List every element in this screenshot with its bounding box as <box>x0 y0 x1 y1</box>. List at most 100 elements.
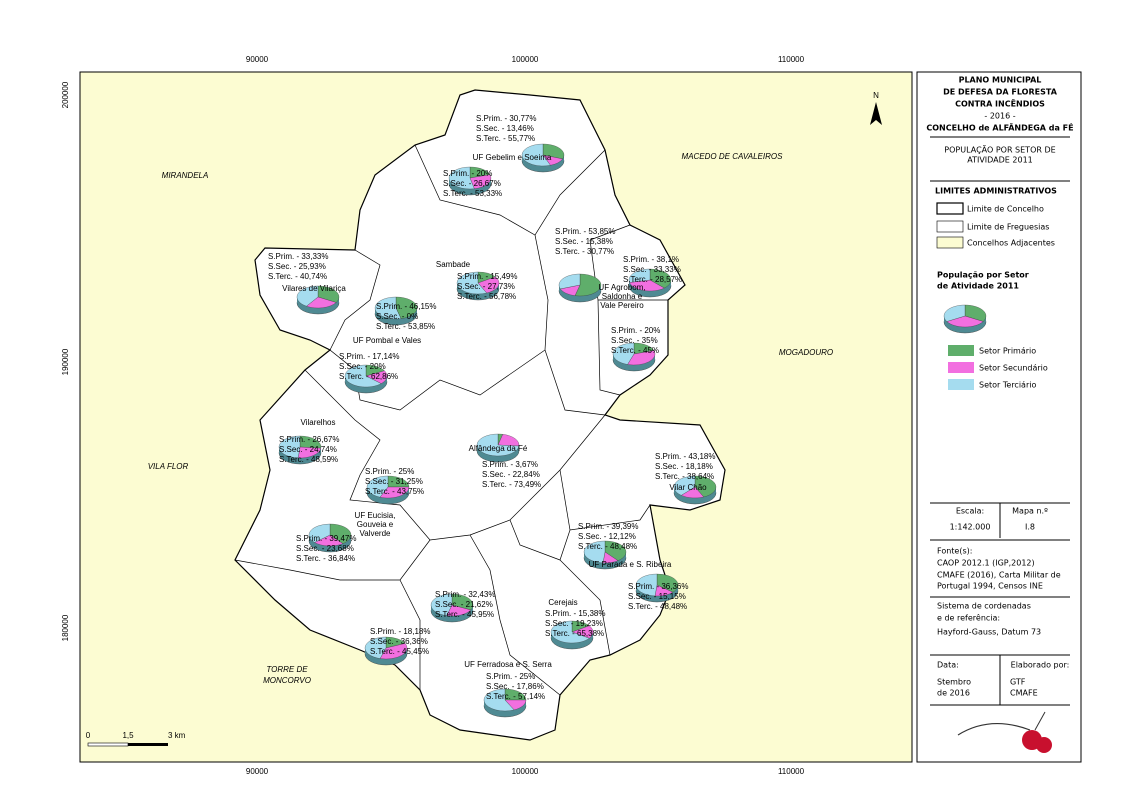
parish-stat: S.Sec. - 15,15% <box>628 592 686 601</box>
parish-stat: S.Terc. - 53,85% <box>376 322 435 331</box>
pie-slice <box>308 523 331 543</box>
parish <box>344 364 388 394</box>
pie-slice <box>278 435 301 459</box>
coord-label: 90000 <box>246 767 269 776</box>
pie-slice <box>366 475 389 498</box>
parish-stat: S.Terc. - 45,45% <box>370 647 429 656</box>
scale-bar-label: 1,5 <box>122 731 134 740</box>
date: de 2016 <box>937 689 970 698</box>
legend-label: Concelhos Adjacentes <box>967 239 1055 248</box>
coord-label: 190000 <box>61 348 70 375</box>
legend-label: Limite de Freguesias <box>967 223 1049 232</box>
author-label: Elaborado por: <box>1011 661 1070 670</box>
panel-frame <box>916 71 1082 763</box>
parish-stat: S.Sec. - 24,74% <box>279 445 337 454</box>
pie-slice <box>476 433 520 457</box>
sector-swatch <box>948 345 974 356</box>
parish-stat: S.Prim. - 36,36% <box>628 582 688 591</box>
parish <box>635 573 679 603</box>
parish-stat: S.Prim. - 39,39% <box>578 522 638 531</box>
pie-slice <box>649 268 672 289</box>
legend-label: Limite de Concelho <box>967 205 1044 214</box>
parish-stat: S.Prim. - 32,43% <box>435 590 495 599</box>
parish-stat: S.Sec. - 31,25% <box>365 477 423 486</box>
pie-slice <box>628 268 651 283</box>
parish-stat: S.Terc. - 73,49% <box>482 480 541 489</box>
pie-slice <box>964 304 987 322</box>
pie-slice <box>583 540 606 564</box>
coord-label: 180000 <box>61 614 70 641</box>
parish <box>374 296 418 326</box>
parish <box>364 636 408 666</box>
parish-stat: S.Prim. - 20% <box>611 326 660 335</box>
sources: Portugal 1994, Censos INE <box>937 582 1043 591</box>
panel-title: CONTRA INCÊNDIOS <box>955 98 1045 109</box>
parish-name: UF Eucisia, <box>355 511 396 520</box>
parish-name: UF Ferradosa e S. Serra <box>464 660 552 669</box>
parish-stat: S.Sec. - 19,23% <box>545 619 603 628</box>
sector-label: Setor Secundário <box>979 364 1048 373</box>
parish-stat: S.Sec. - 13,46% <box>476 124 534 133</box>
pie-slice <box>635 573 658 597</box>
parish-stat: S.Sec. - 12,12% <box>578 532 636 541</box>
parish-stat: S.Prim. - 20% <box>443 169 492 178</box>
pie-slice <box>629 279 665 292</box>
pie-slice <box>344 364 382 388</box>
sector-swatch <box>948 379 974 390</box>
author: CMAFE <box>1010 689 1038 698</box>
parish-name: Vilares de Vilariça <box>282 284 346 293</box>
parish-stat: S.Terc. - 56,78% <box>457 292 516 301</box>
pie-slice <box>604 540 627 561</box>
parish-stat: S.Terc. - 57,14% <box>486 692 545 701</box>
parish-stat: S.Sec. - 15,38% <box>555 237 613 246</box>
crs: Sistema de cordenadas <box>937 602 1031 611</box>
parish <box>521 143 565 173</box>
parish-stat: S.Terc. - 43,75% <box>365 487 424 496</box>
parish-name: Vale Pereiro <box>600 301 644 310</box>
parish-stat: S.Sec. - 25,93% <box>268 262 326 271</box>
municipality-boundary <box>234 89 726 741</box>
scale-label: Escala: <box>956 507 984 516</box>
map-number-label: Mapa n.º <box>1012 507 1048 516</box>
parish-stat: S.Sec. - 23,68% <box>296 544 354 553</box>
parish-stat: S.Terc. - 40,74% <box>268 272 327 281</box>
logo <box>957 711 1052 753</box>
parish <box>476 433 520 463</box>
parish-name: Saldonha e <box>602 292 643 301</box>
parish <box>483 688 527 718</box>
parish-stat: S.Prim. - 38,1% <box>623 255 679 264</box>
parish-name: UF Gebelim e Soeima <box>473 153 552 162</box>
legend-swatch <box>936 236 964 249</box>
sector-label: Setor Primário <box>979 347 1036 356</box>
panel-subtitle: ATIVIDADE 2011 <box>967 156 1033 165</box>
parish <box>456 271 500 301</box>
parish-stat: S.Prim. - 3,67% <box>482 460 538 469</box>
parish-line <box>589 224 668 396</box>
sources: CAOP 2012.1 (IGP,2012) <box>937 559 1035 568</box>
parish-stat: S.Terc. - 48,59% <box>279 455 338 464</box>
parish <box>308 523 352 553</box>
neighbor-label: VILA FLOR <box>148 462 189 471</box>
sources: Fonte(s): <box>937 547 972 556</box>
pie-slice <box>395 296 418 319</box>
parish-stat: S.Prim. - 25% <box>486 672 535 681</box>
parish-name: Valverde <box>360 529 392 538</box>
legend-panel: PLANO MUNICIPAL DE DEFESA DA FLORESTA CO… <box>916 71 1082 763</box>
parish-stat: S.Prim. - 33,33% <box>268 252 328 261</box>
pie-slice <box>456 271 487 295</box>
parish-stat: S.Prim. - 15,49% <box>457 272 517 281</box>
pie-slice <box>612 342 635 365</box>
parish-stat: S.Prim. - 53,85% <box>555 227 615 236</box>
pie-slice <box>306 296 337 309</box>
parish <box>278 435 322 465</box>
parish-stat: S.Sec. - 22,84% <box>482 470 540 479</box>
pie-slice <box>448 166 475 190</box>
panel-title: CONCELHO de ALFÂNDEGA da FÉ <box>926 122 1073 133</box>
pie-slice <box>558 273 581 290</box>
parish-stat: S.Prim. - 15,38% <box>545 609 605 618</box>
pie-slice <box>374 296 402 320</box>
parish <box>628 268 672 298</box>
parish <box>583 540 627 570</box>
parish-name: Cerejais <box>548 598 577 607</box>
pie-slice <box>451 593 474 611</box>
